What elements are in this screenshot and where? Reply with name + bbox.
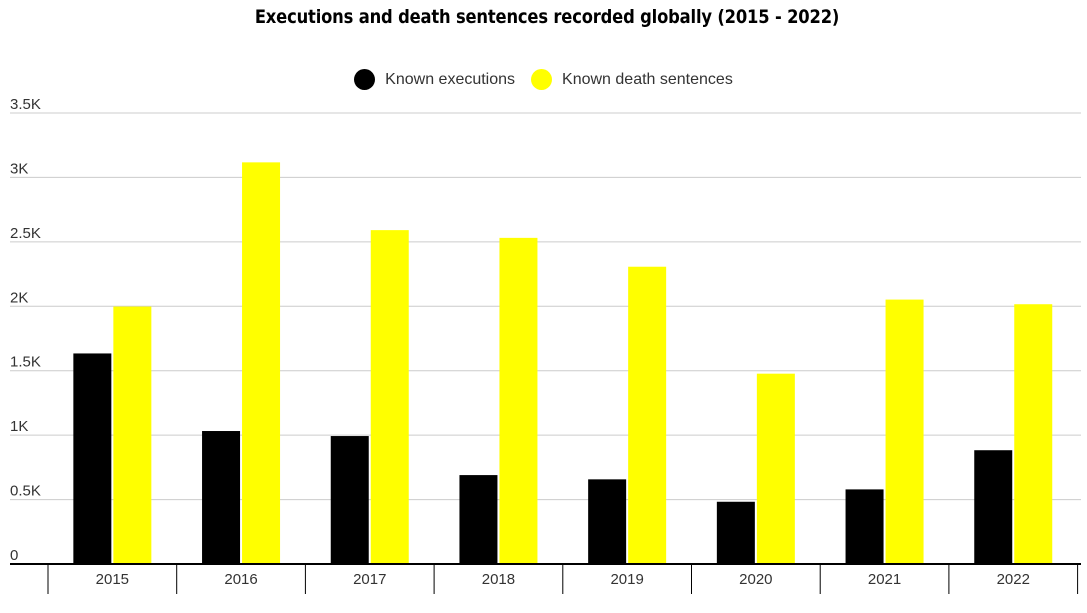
y-tick-label: 2.5K (10, 225, 41, 242)
legend-swatch-executions (354, 69, 376, 90)
x-tick-label: 2018 (482, 571, 515, 588)
x-tick-label: 2021 (868, 571, 901, 588)
bar-executions (845, 489, 884, 564)
legend-item-executions[interactable]: Known executions (354, 69, 515, 90)
bar-death-sentences (756, 373, 795, 564)
bar-executions (588, 479, 627, 564)
y-tick-label: 0.5K (10, 483, 41, 500)
y-tick-label: 1K (10, 418, 28, 435)
x-tick-label: 2016 (224, 571, 257, 588)
x-tick-label: 2022 (997, 571, 1030, 588)
legend-label-death-sentences: Known death sentences (562, 70, 733, 88)
bar-executions (202, 431, 241, 564)
chart-legend: Known executions Known death sentences (0, 69, 1087, 90)
y-tick-label: 3K (10, 160, 28, 177)
y-tick-label: 2K (10, 289, 28, 306)
bar-death-sentences (499, 237, 538, 565)
legend-label-executions: Known executions (385, 70, 516, 88)
bar-death-sentences (370, 230, 409, 564)
bar-death-sentences (1014, 304, 1053, 564)
legend-item-death-sentences[interactable]: Known death sentences (531, 69, 733, 90)
bar-death-sentences (242, 162, 281, 564)
bar-death-sentences (113, 306, 152, 564)
chart-title: Executions and death sentences recorded … (254, 6, 840, 28)
bar-executions (974, 450, 1013, 564)
bar-death-sentences (628, 266, 667, 564)
bar-executions (716, 501, 755, 564)
x-tick-label: 2020 (739, 571, 772, 588)
bar-executions (330, 436, 369, 564)
x-tick-label: 2017 (353, 571, 386, 588)
legend-swatch-death-sentences (531, 69, 553, 90)
x-tick-label: 2019 (610, 571, 643, 588)
y-tick-label: 0 (10, 547, 18, 564)
x-tick-label: 2015 (96, 571, 129, 588)
bar-executions (459, 475, 498, 564)
y-tick-label: 1.5K (10, 354, 41, 371)
bar-executions (73, 353, 112, 564)
bar-death-sentences (885, 299, 924, 564)
y-tick-label: 3.5K (10, 96, 41, 113)
